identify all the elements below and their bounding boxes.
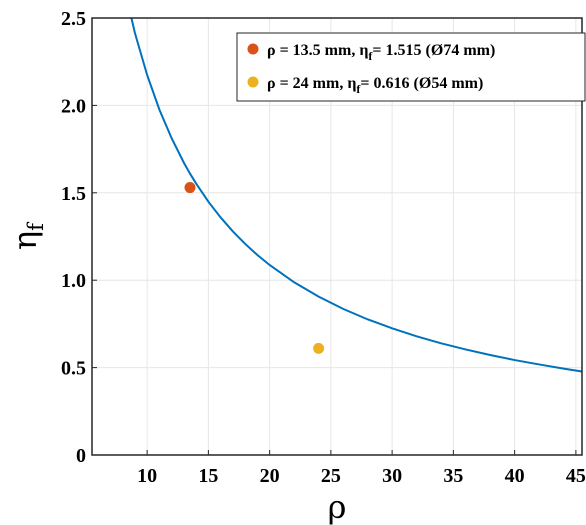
y-tick-label: 2.0: [61, 95, 86, 117]
x-tick-label: 45: [566, 465, 586, 487]
x-axis-title: ρ: [328, 488, 347, 525]
legend: ρ = 13.5 mm, ηf= 1.515 (Ø74 mm)ρ = 24 mm…: [236, 32, 586, 102]
x-tick-label: 30: [382, 465, 402, 487]
x-tick-label: 40: [505, 465, 525, 487]
legend-label: ρ = 24 mm, ηf= 0.616 (Ø54 mm): [267, 75, 483, 96]
legend-label-subscript: f: [368, 49, 373, 63]
legend-marker: [247, 43, 259, 55]
tick-labels-layer: 10 15 20 25 30 35 40 45 0 0.5 1.0 1.5 2.0 2.5: [61, 8, 586, 487]
legend-label: ρ = 13.5 mm, ηf= 1.515 (Ø74 mm): [267, 42, 495, 63]
y-axis-title-sub: f: [24, 221, 48, 231]
data-point-marker: [313, 342, 325, 354]
legend-label-subscript: f: [356, 82, 361, 96]
legend-label-suffix: = 0.616 (Ø54 mm): [360, 75, 483, 92]
legend-label-prefix: ρ = 13.5 mm, η: [267, 42, 368, 59]
y-tick-label: 2.5: [61, 8, 86, 30]
legend-box: [236, 32, 586, 102]
x-tick-label: 25: [321, 465, 341, 487]
x-tick-label: 35: [443, 465, 463, 487]
ticks-layer: [92, 17, 577, 456]
y-tick-label: 0.5: [61, 358, 86, 380]
y-tick-label: 0: [76, 445, 86, 467]
x-tick-label: 15: [198, 465, 218, 487]
y-tick-label: 1.0: [61, 270, 86, 292]
legend-entries: ρ = 13.5 mm, ηf= 1.515 (Ø74 mm)ρ = 24 mm…: [247, 42, 495, 96]
y-axis-title-main: η: [6, 231, 44, 250]
plot-frame: [91, 17, 583, 456]
markers-layer: [184, 182, 325, 354]
legend-label-suffix: = 1.515 (Ø74 mm): [372, 42, 495, 59]
legend-marker: [247, 76, 259, 88]
data-point-marker: [184, 182, 196, 194]
y-axis-title: ηf: [6, 221, 48, 250]
series-layer: [130, 17, 583, 373]
legend-label-prefix: ρ = 24 mm, η: [267, 75, 356, 92]
x-tick-label: 10: [137, 465, 157, 487]
data-series-line: [130, 17, 583, 373]
y-tick-label: 1.5: [61, 183, 86, 205]
x-tick-label: 20: [260, 465, 280, 487]
